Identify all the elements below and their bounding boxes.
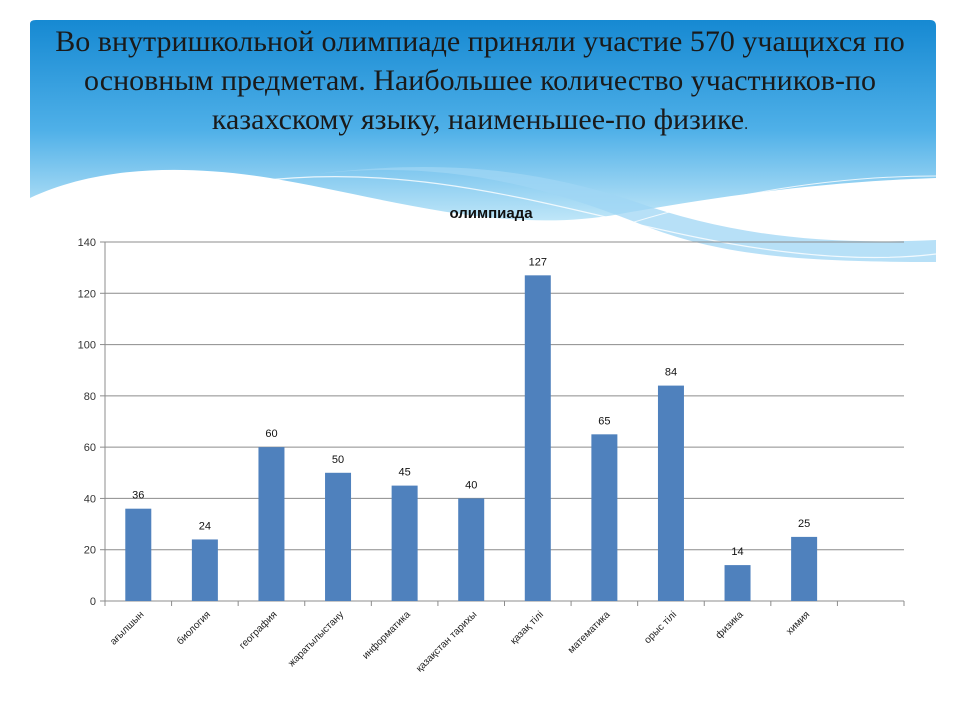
data-label: 40	[465, 479, 477, 491]
data-labels: 36 24 60 50 45 40 127 65 84 14 25	[132, 256, 810, 558]
x-category-label: қазақстан тарихы	[414, 609, 479, 674]
y-tick-label: 20	[84, 545, 96, 557]
x-category-label: информатика	[360, 608, 413, 661]
slide-title-suffix: .	[744, 116, 749, 133]
y-tick-label: 140	[78, 237, 96, 249]
chart-title: олимпиада	[449, 205, 533, 222]
chart-gridlines	[100, 241, 905, 606]
bar	[458, 498, 485, 601]
y-axis-labels: 0 20 40 60 80 100 120 140	[78, 237, 96, 608]
x-category-label: география	[237, 609, 280, 652]
x-category-label: жаратылыстану	[286, 609, 346, 669]
data-label: 45	[399, 467, 411, 479]
data-label: 65	[598, 415, 610, 427]
y-tick-label: 100	[78, 340, 96, 352]
bar	[591, 434, 618, 601]
x-axis-labels: ағылшын биология география жаратылыстану инф…	[108, 608, 812, 674]
x-category-label: физика	[713, 608, 746, 641]
x-category-label: қазақ тілі	[508, 609, 545, 646]
y-tick-label: 40	[84, 493, 96, 505]
y-tick-label: 60	[84, 442, 96, 454]
data-label: 60	[265, 428, 277, 440]
data-label: 36	[132, 490, 144, 502]
slide-title-text: Во внутришкольной олимпиаде приняли учас…	[55, 25, 905, 136]
y-tick-label: 0	[90, 596, 96, 608]
bar	[258, 447, 285, 601]
y-tick-label: 80	[84, 391, 96, 403]
slide-title: Во внутришкольной олимпиаде приняли учас…	[40, 22, 920, 144]
x-category-label: ағылшын	[108, 609, 146, 647]
bar	[724, 565, 751, 601]
x-category-label: орыс тілі	[642, 609, 679, 646]
bar	[391, 485, 418, 601]
x-category-label: биология	[174, 609, 213, 648]
data-label: 84	[665, 367, 677, 379]
bar	[657, 385, 684, 601]
data-label: 127	[529, 256, 547, 268]
bar	[125, 508, 152, 601]
chart-bars	[125, 275, 818, 601]
data-label: 14	[731, 546, 743, 558]
y-tick-label: 120	[78, 288, 96, 300]
data-label: 25	[798, 518, 810, 530]
bar	[325, 472, 352, 601]
data-label: 24	[199, 520, 211, 532]
bar	[791, 536, 818, 601]
data-label: 50	[332, 454, 344, 466]
x-category-label: математика	[566, 609, 613, 656]
title-banner	[30, 20, 937, 262]
bar	[191, 539, 218, 601]
x-category-label: химия	[784, 609, 812, 637]
bar	[524, 275, 551, 601]
